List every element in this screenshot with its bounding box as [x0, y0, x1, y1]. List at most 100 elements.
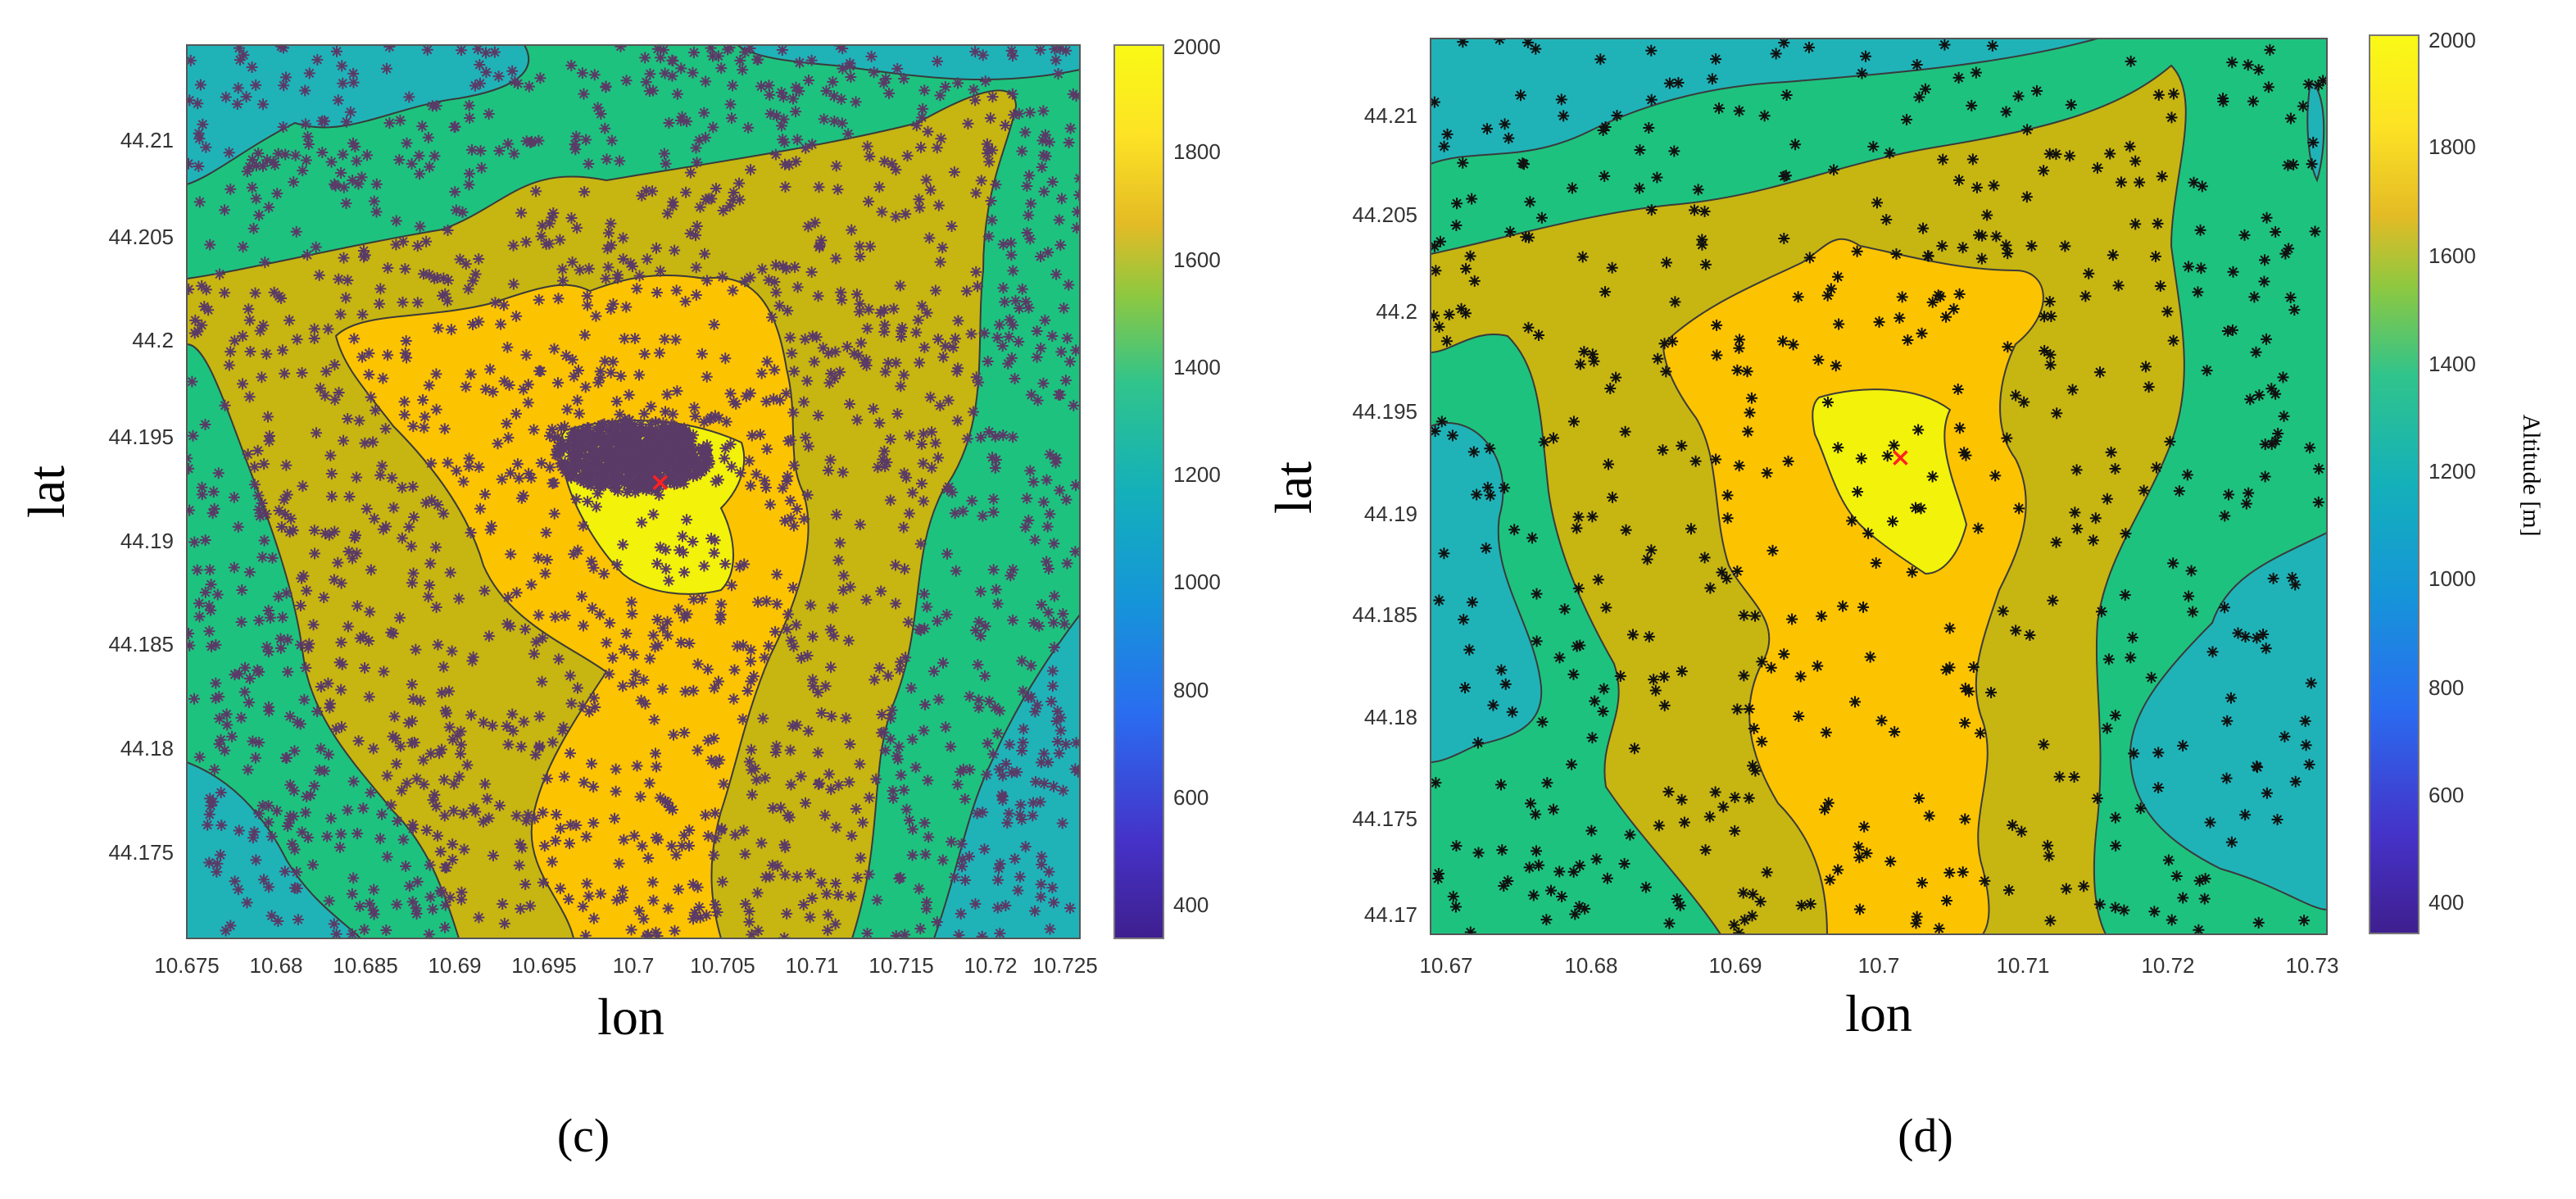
sample-point-marker: [1046, 329, 1059, 342]
sample-point-marker: [1548, 432, 1559, 444]
sample-point-marker: [1934, 290, 1947, 302]
sample-point-marker: [546, 477, 559, 489]
sample-point-marker: [540, 238, 552, 250]
sample-point-marker: [1747, 760, 1759, 772]
sample-point-marker: [1001, 817, 1014, 829]
sample-point-marker: [447, 838, 459, 851]
sample-point-marker: [294, 718, 306, 730]
sample-point-marker: [567, 466, 579, 478]
sample-point-marker: [868, 674, 881, 686]
sample-point-marker: [670, 454, 683, 466]
sample-point-marker: [2018, 396, 2030, 408]
sample-point-marker: [1909, 502, 1921, 514]
sample-point-marker: [1009, 852, 1021, 865]
sample-point-marker: [576, 67, 588, 79]
sample-point-marker: [688, 906, 701, 919]
sample-point-marker: [406, 540, 418, 552]
sample-point-marker: [867, 402, 879, 415]
sample-point-marker: [626, 608, 638, 620]
sample-point-marker: [536, 675, 548, 688]
sample-point-marker: [784, 494, 796, 506]
sample-point-marker: [581, 299, 593, 311]
sample-point-marker: [2257, 629, 2270, 641]
sample-point-marker: [1864, 651, 1876, 663]
sample-point-marker: [773, 394, 786, 406]
sample-point-marker: [913, 193, 925, 206]
sample-point-marker: [665, 840, 678, 852]
sample-point-marker: [235, 711, 247, 724]
sample-point-marker: [303, 638, 315, 650]
sample-point-marker: [676, 111, 688, 123]
sample-point-marker: [2312, 79, 2324, 91]
sample-point-marker: [429, 150, 441, 162]
sample-point-marker: [1025, 660, 1037, 672]
level-band-teal: [187, 761, 362, 938]
sample-point-marker: [193, 751, 206, 763]
sample-point-marker: [1856, 67, 1868, 79]
sample-point-marker: [250, 854, 262, 866]
sample-point-marker: [439, 899, 451, 911]
sample-point-marker: [398, 396, 410, 408]
sample-point-marker: [1459, 682, 1472, 694]
sample-point-marker: [684, 456, 696, 468]
sample-point-marker: [769, 259, 782, 271]
sample-point-marker: [1812, 354, 1825, 366]
sample-point-marker: [982, 143, 995, 156]
sample-point-marker: [1035, 251, 1047, 263]
sample-point-marker: [989, 702, 1001, 714]
sample-point-marker: [1023, 691, 1035, 703]
sample-point-marker: [694, 201, 706, 213]
sample-point-marker: [832, 779, 845, 792]
sample-point-marker: [250, 160, 262, 172]
sample-point-marker: [213, 712, 225, 724]
sample-point-marker: [914, 202, 926, 214]
sample-point-marker: [292, 914, 304, 926]
sample-point-marker: [413, 150, 425, 162]
sample-point-marker: [690, 142, 702, 154]
sample-point-marker: [516, 842, 528, 854]
sample-point-marker: [689, 411, 701, 423]
sample-point-marker: [620, 452, 633, 464]
x-tick-label: 10.685: [333, 953, 398, 978]
sample-point-marker: [805, 54, 818, 66]
sample-point-marker: [448, 121, 460, 134]
sample-point-marker: [978, 843, 991, 856]
sample-point-marker: [683, 638, 696, 650]
sample-point-marker: [1733, 105, 1745, 117]
sample-point-marker: [611, 559, 624, 571]
sample-point-marker: [2226, 57, 2238, 69]
sample-point-marker: [436, 687, 448, 699]
sample-point-marker: [261, 154, 274, 166]
sample-point-marker: [430, 403, 442, 416]
sample-point-marker: [204, 238, 216, 251]
sample-point-marker: [1035, 756, 1047, 769]
sample-point-marker: [467, 802, 479, 815]
sample-point-marker: [351, 155, 363, 167]
sample-point-marker: [940, 721, 952, 733]
sample-point-marker: [910, 326, 923, 338]
sample-point-marker: [1699, 844, 1712, 856]
sample-point-marker: [725, 112, 737, 125]
sample-point-marker: [599, 122, 611, 134]
level-band-teal: [1431, 39, 2098, 166]
sample-point-marker: [1749, 765, 1762, 777]
sample-point-marker: [683, 840, 696, 852]
sample-point-marker: [547, 207, 560, 220]
sample-point-marker: [673, 603, 685, 615]
sample-point-marker: [382, 261, 394, 274]
sample-point-marker: [377, 523, 389, 535]
sample-point-marker: [1566, 182, 1578, 194]
sample-point-marker: [406, 679, 418, 691]
sample-point-marker: [1875, 715, 1888, 727]
sample-point-marker: [1451, 198, 1463, 210]
sample-point-marker: [1447, 890, 1459, 902]
sample-point-marker: [669, 244, 681, 257]
sample-point-marker: [830, 160, 842, 172]
sample-point-marker: [2313, 463, 2325, 475]
sample-point-marker: [203, 600, 215, 612]
sample-point-marker: [946, 836, 958, 848]
sample-point-marker: [563, 893, 575, 906]
sample-point-marker: [683, 438, 696, 451]
sample-point-marker: [397, 833, 410, 846]
sample-point-marker: [787, 582, 799, 594]
